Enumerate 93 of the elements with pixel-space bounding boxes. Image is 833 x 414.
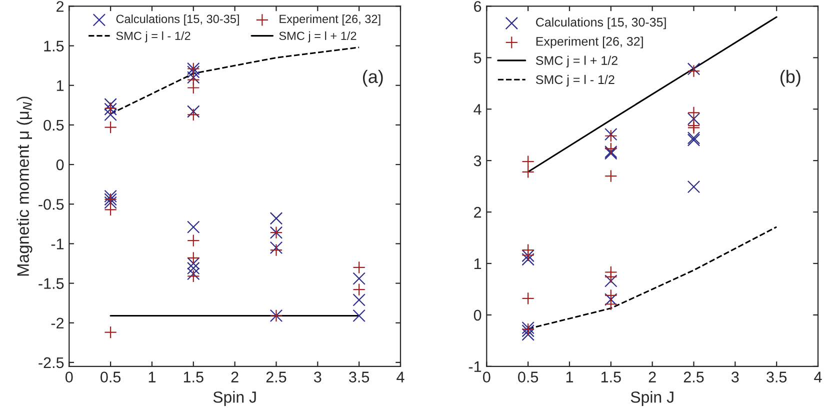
annotation: (b) bbox=[780, 70, 800, 87]
legend-label: SMC j = l + 1/2 bbox=[279, 31, 356, 42]
x-tick-label: 0 bbox=[483, 372, 490, 382]
x-tick-label: 2.5 bbox=[684, 372, 704, 382]
x-tick-label: 1 bbox=[566, 372, 573, 382]
point bbox=[187, 270, 200, 283]
x-tick-label: 4 bbox=[814, 372, 822, 382]
y-tick-label: 2 bbox=[56, 1, 64, 12]
line-series bbox=[110, 46, 360, 115]
point bbox=[522, 155, 534, 168]
y-tick-label: 0 bbox=[56, 159, 64, 170]
x-tick-label: 2 bbox=[648, 372, 656, 382]
y-tick-label: 2 bbox=[474, 206, 482, 218]
x-tick-label: 2 bbox=[231, 372, 238, 382]
x-tick-label: 1.5 bbox=[184, 372, 204, 382]
x-tick-label: 1.5 bbox=[601, 372, 621, 382]
point bbox=[604, 293, 618, 306]
point bbox=[104, 326, 117, 339]
point bbox=[522, 292, 534, 305]
point bbox=[104, 190, 117, 203]
y-tick-label: -1 bbox=[51, 238, 64, 250]
point bbox=[187, 66, 200, 78]
point bbox=[687, 121, 700, 134]
point bbox=[604, 270, 618, 284]
point bbox=[352, 283, 366, 296]
point bbox=[187, 267, 200, 280]
x-tick-label: 3 bbox=[732, 372, 739, 382]
x-tick-label: 0 bbox=[65, 372, 73, 382]
y-tick-label: 5 bbox=[474, 52, 482, 64]
y-tick-label: 3 bbox=[474, 155, 482, 166]
point bbox=[604, 142, 618, 156]
point bbox=[352, 294, 366, 306]
line-series bbox=[527, 226, 778, 330]
point bbox=[522, 166, 534, 178]
y-axis-title: Magnetic moment μ (μ$_{N}$) bbox=[16, 96, 32, 276]
y-tick-label: 0.5 bbox=[44, 120, 64, 131]
x-tick-label: 4 bbox=[396, 372, 404, 382]
point bbox=[187, 71, 200, 84]
point bbox=[187, 262, 200, 275]
y-tick-label: -0.5 bbox=[38, 198, 64, 210]
point bbox=[604, 274, 618, 288]
x-tick-label: 3.5 bbox=[349, 372, 370, 382]
point bbox=[270, 241, 283, 254]
point bbox=[104, 98, 117, 111]
point bbox=[522, 328, 534, 341]
point bbox=[687, 112, 700, 126]
point bbox=[352, 309, 366, 322]
point bbox=[187, 234, 200, 247]
y-tick-label: -2 bbox=[51, 318, 64, 328]
x-tick-label: 3.5 bbox=[766, 372, 787, 382]
y-tick-label: -1 bbox=[468, 361, 482, 372]
legend-label: Calculations [15, 30-35] bbox=[536, 17, 666, 30]
legend-label: Experiment [26, 32] bbox=[536, 36, 643, 48]
legend-label: SMC j = l - 1/2 bbox=[116, 31, 190, 42]
y-tick-label: 1.5 bbox=[44, 40, 64, 52]
point bbox=[104, 203, 117, 216]
point bbox=[522, 253, 534, 266]
y-tick-label: -2.5 bbox=[38, 357, 64, 368]
point bbox=[604, 170, 618, 182]
x-tick-label: 3 bbox=[314, 372, 322, 382]
legend-label: SMC j = l + 1/2 bbox=[536, 56, 618, 68]
annotation: (a) bbox=[362, 70, 383, 87]
point bbox=[104, 196, 117, 209]
point bbox=[687, 180, 700, 194]
line-series bbox=[527, 16, 778, 173]
y-tick-label: 1 bbox=[56, 80, 64, 91]
point bbox=[604, 298, 618, 310]
x-axis-title: Spin J bbox=[630, 391, 674, 406]
legend-label: SMC j = l - 1/2 bbox=[536, 74, 614, 87]
point bbox=[687, 119, 700, 132]
point bbox=[352, 261, 366, 274]
point bbox=[187, 105, 200, 118]
point bbox=[270, 244, 283, 256]
legend-label: Experiment [26, 32] bbox=[280, 14, 380, 26]
x-tick-label: 2.5 bbox=[266, 372, 286, 382]
y-tick-label: 4 bbox=[474, 104, 482, 115]
point bbox=[352, 272, 366, 285]
y-tick-label: 1 bbox=[474, 258, 482, 270]
point bbox=[104, 120, 117, 134]
point bbox=[270, 212, 283, 225]
point bbox=[187, 252, 200, 264]
point bbox=[187, 108, 200, 122]
y-tick-label: 6 bbox=[474, 1, 482, 12]
x-tick-label: 0.5 bbox=[518, 372, 538, 382]
y-tick-label: 0 bbox=[474, 310, 482, 321]
point bbox=[187, 81, 200, 94]
legend-label: Calculations [15, 30-35] bbox=[116, 14, 239, 26]
y-tick-label: -1.5 bbox=[38, 278, 64, 289]
x-tick-label: 0.5 bbox=[100, 372, 121, 382]
x-tick-label: 1 bbox=[148, 372, 156, 382]
x-axis-title: Spin J bbox=[213, 391, 256, 406]
point bbox=[687, 106, 700, 120]
point bbox=[187, 220, 200, 234]
